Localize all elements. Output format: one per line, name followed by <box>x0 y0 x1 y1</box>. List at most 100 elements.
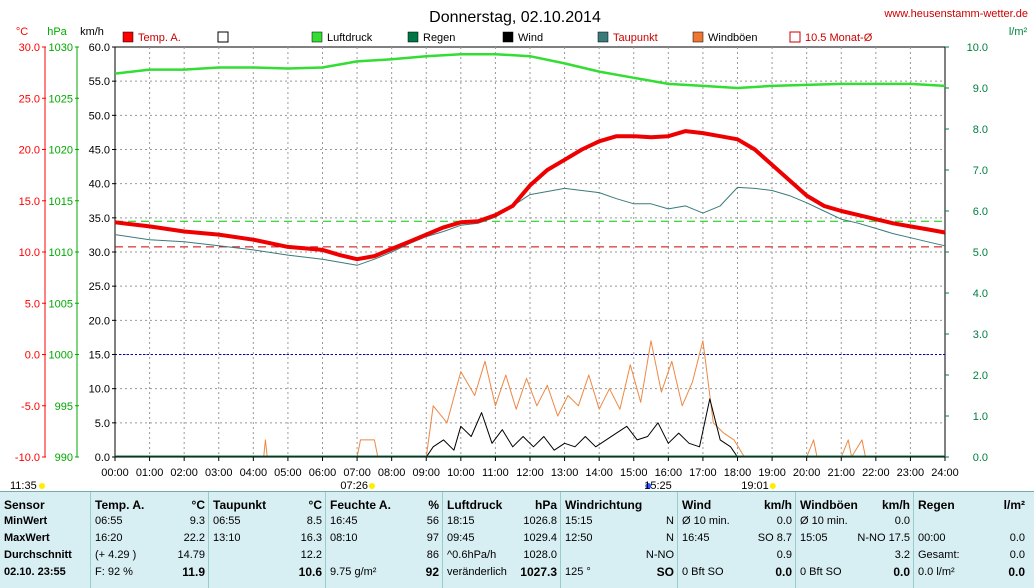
temp-tick-label: 25.0 <box>19 93 40 105</box>
x-tick-label: 23:00 <box>897 467 925 479</box>
stats-header-label: Sensor <box>4 498 45 512</box>
stats-cell-left: (+ 4.29 ) <box>95 549 137 561</box>
temp-tick-label: 0.0 <box>25 350 40 362</box>
pressure-unit-label: hPa <box>47 26 67 38</box>
stats-cell-left: ^0.6hPa/h <box>447 549 497 561</box>
chart-title: Donnerstag, 02.10.2014 <box>429 9 601 26</box>
stats-row: veränderlich 1027.3 <box>447 564 557 580</box>
legend-label: 10.5 Monat-Ø <box>805 32 873 44</box>
y-axes: 30.0 25.0 20.0 15.0 10.0 5.0 0.0 -5.0 -10.0 °C 103… <box>15 26 1028 464</box>
stats-header: Regen l/m² <box>918 497 1025 513</box>
stats-header: Temp. A. °C <box>95 497 205 513</box>
x-tick-label: 06:00 <box>309 467 337 479</box>
rain-tick-label: 4.0 <box>973 288 988 300</box>
stats-header: Windrichtung <box>565 497 674 513</box>
stats-row: N-NO <box>565 547 674 563</box>
legend-label: Wind <box>518 32 543 44</box>
wind-tick-label: 50.0 <box>89 110 110 122</box>
series-line-taupunkt <box>114 186 946 266</box>
stats-header: Wind km/h <box>682 497 792 513</box>
stats-cell-value: 1029.4 <box>523 532 557 544</box>
stats-row: Gesamt: 0.0 <box>918 547 1025 563</box>
time-marker-label: 19:01 <box>741 480 769 491</box>
stats-header-unit: l/m² <box>1003 498 1025 512</box>
stats-row: 12:50 N <box>565 530 674 546</box>
stats-cell-value: N-NO 17.5 <box>857 532 910 544</box>
stats-cell-left: 08:10 <box>330 532 358 544</box>
stats-row: MinWert <box>4 513 86 529</box>
wind-tick-label: 35.0 <box>89 213 110 225</box>
stats-cell-value: 86 <box>426 549 439 561</box>
stats-cell-left: 16:45 <box>682 532 710 544</box>
stats-cell-value: 22.2 <box>183 532 205 544</box>
x-tick-label: 14:00 <box>585 467 613 479</box>
rain-tick-label: 0.0 <box>973 452 988 464</box>
x-axis: 00:00 01:00 02:00 03:00 04:00 05:00 06:00 07:00… <box>101 457 959 479</box>
series-line-temp-a- <box>114 129 946 262</box>
stats-row: Durchschnitt <box>4 547 86 563</box>
stats-row: 9.75 g/m² 92 <box>330 564 439 580</box>
stats-row: 02.10. 23:55 <box>4 564 86 580</box>
x-tick-label: 19:00 <box>758 467 786 479</box>
rain-tick-label: 8.0 <box>973 124 988 136</box>
stats-cell-left: 06:55 <box>213 515 241 527</box>
x-tick-label: 03:00 <box>205 467 233 479</box>
stats-header: Windböen km/h <box>800 497 910 513</box>
stats-cell-value: 0.0 <box>894 515 910 527</box>
legend-label: Luftdruck <box>327 32 373 44</box>
stats-column-pressure: Luftdruck hPa 18:15 1026.8 09:45 1029.4 ^0.6hP… <box>442 492 561 588</box>
stats-cell-value: 1027.3 <box>520 565 557 579</box>
temp-tick-label: 5.0 <box>25 298 40 310</box>
legend-swatch <box>789 31 801 43</box>
stats-cell-value: 16.3 <box>300 532 322 544</box>
x-tick-label: 17:00 <box>689 467 717 479</box>
legend-label: Regen <box>423 32 455 44</box>
x-tick-label: 24:00 <box>931 467 959 479</box>
wind-tick-label: 60.0 <box>89 42 110 54</box>
x-tick-label: 09:00 <box>412 467 440 479</box>
stats-cell-left: MaxWert <box>4 532 50 544</box>
stats-header-unit: hPa <box>534 498 557 512</box>
wind-tick-label: 0.0 <box>95 452 110 464</box>
time-marker-dot <box>39 483 45 489</box>
stats-row: F: 92 % 11.9 <box>95 564 205 580</box>
wind-tick-label: 40.0 <box>89 179 110 191</box>
stats-cell-value: 8.5 <box>306 515 322 527</box>
legend: Temp. A. Luftdruck Regen Wind Taupunkt Windbö… <box>122 31 873 44</box>
stats-cell-left: 02.10. 23:55 <box>4 566 66 578</box>
time-marker-label: 15:25 <box>644 480 672 491</box>
stats-cell-value: SO <box>656 565 674 579</box>
pressure-tick-label: 1015 <box>49 196 73 208</box>
time-marker-label: 11:35 <box>10 480 37 491</box>
stats-column-winddir: Windrichtung 15:15 N 12:50 N N-NO 125 ° SO <box>560 492 678 588</box>
stats-row: 15:05 N-NO 17.5 <box>800 530 910 546</box>
legend-swatch <box>692 31 704 43</box>
stats-header-unit: % <box>428 498 439 512</box>
stats-cell-left: 09:45 <box>447 532 475 544</box>
stats-cell-left: Ø 10 min. <box>682 515 730 527</box>
stats-column-dew: Taupunkt °C 06:55 8.5 13:10 16.3 12.2 10.6 <box>208 492 326 588</box>
stats-header-label: Temp. A. <box>95 498 145 512</box>
stats-cell-left: 0.0 l/m² <box>918 566 955 578</box>
legend-label: Taupunkt <box>613 32 658 44</box>
stats-row: 06:55 9.3 <box>95 513 205 529</box>
x-tick-label: 02:00 <box>170 467 198 479</box>
pressure-tick-label: 995 <box>55 401 73 413</box>
pressure-tick-label: 1030 <box>49 42 73 54</box>
stats-cell-value: N-NO <box>645 549 674 561</box>
pressure-tick-label: 1005 <box>49 298 73 310</box>
stats-row: 08:10 97 <box>330 530 439 546</box>
x-tick-label: 08:00 <box>378 467 406 479</box>
stats-header-unit: °C <box>191 498 205 512</box>
stats-cell-value: 0.0 <box>1008 565 1025 579</box>
rain-tick-label: 5.0 <box>973 247 988 259</box>
temp-unit-label: °C <box>16 26 28 38</box>
stats-header: Feuchte A.% <box>330 497 439 513</box>
wind-tick-label: 55.0 <box>89 76 110 88</box>
x-tick-label: 05:00 <box>274 467 302 479</box>
x-tick-label: 11:00 <box>482 467 509 479</box>
stats-header-label: Windböen <box>800 498 858 512</box>
temp-tick-label: 10.0 <box>19 247 40 259</box>
stats-row: 16:20 22.2 <box>95 530 205 546</box>
stats-cell-value: 10.6 <box>298 565 322 579</box>
